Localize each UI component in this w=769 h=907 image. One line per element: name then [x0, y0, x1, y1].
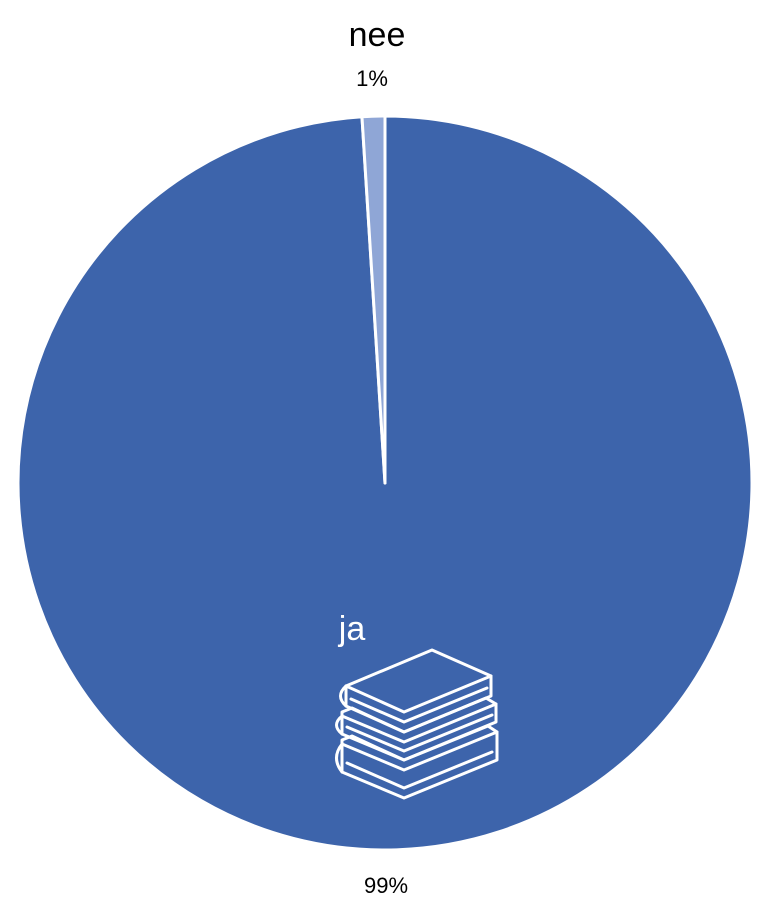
data-label-ja: 99% — [364, 873, 408, 898]
books-icon — [335, 648, 499, 800]
data-label-nee: 1% — [356, 66, 388, 91]
category-label-ja: ja — [338, 610, 366, 648]
category-label-nee: nee — [349, 16, 406, 54]
pie-slices — [16, 114, 754, 852]
pie-slice-nee — [360, 114, 387, 485]
